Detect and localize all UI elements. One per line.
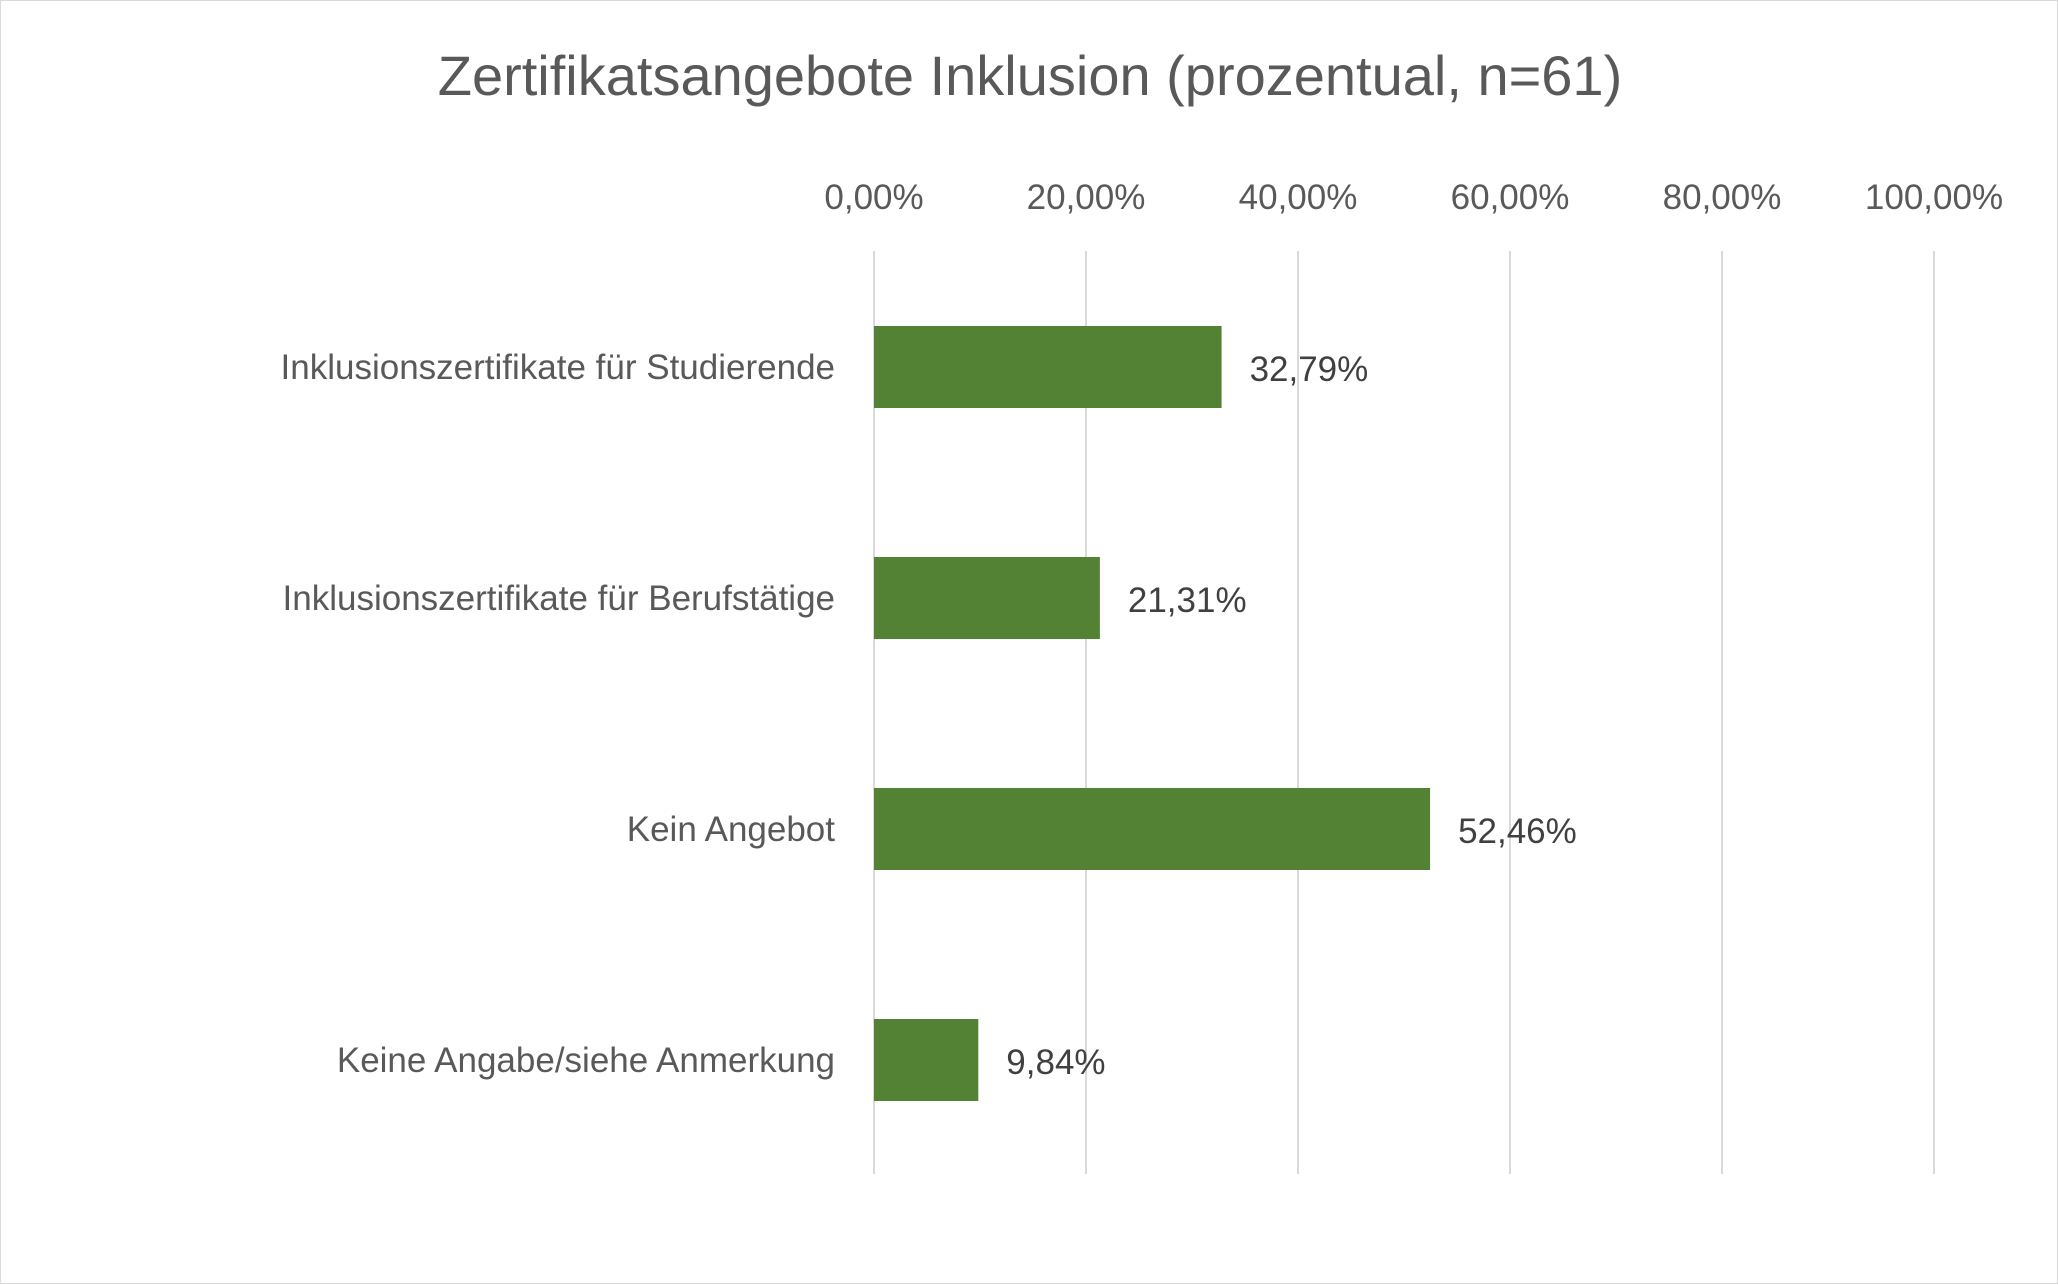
data-label: 32,79% xyxy=(1250,350,1369,389)
x-tick-label: 60,00% xyxy=(1451,178,1570,217)
data-label: 9,84% xyxy=(1006,1043,1105,1082)
chart-title: Zertifikatsangebote Inklusion (prozentua… xyxy=(438,44,1622,107)
x-tick-label: 20,00% xyxy=(1027,178,1146,217)
bar xyxy=(874,788,1431,870)
x-tick-label: 80,00% xyxy=(1663,178,1782,217)
data-labels: 32,79% 21,31% 52,46% 9,84% xyxy=(1006,350,1576,1082)
bar xyxy=(874,326,1222,408)
data-label: 52,46% xyxy=(1458,812,1577,851)
x-tick-label: 0,00% xyxy=(824,178,923,217)
category-labels: Inklusionszertifikate für Studierende Ink… xyxy=(281,348,836,1080)
x-tick-label: 40,00% xyxy=(1239,178,1358,217)
bar xyxy=(874,1019,979,1101)
bars xyxy=(874,326,1431,1101)
category-label: Keine Angabe/siehe Anmerkung xyxy=(337,1041,835,1080)
x-axis-tick-labels: 0,00% 20,00% 40,00% 60,00% 80,00% 100,00% xyxy=(824,178,2003,217)
x-tick-label: 100,00% xyxy=(1865,178,2003,217)
category-label: Inklusionszertifikate für Studierende xyxy=(281,348,835,387)
category-label: Kein Angebot xyxy=(627,810,836,849)
bar xyxy=(874,557,1100,639)
category-label: Inklusionszertifikate für Berufstätige xyxy=(283,579,835,618)
data-label: 21,31% xyxy=(1128,581,1247,620)
